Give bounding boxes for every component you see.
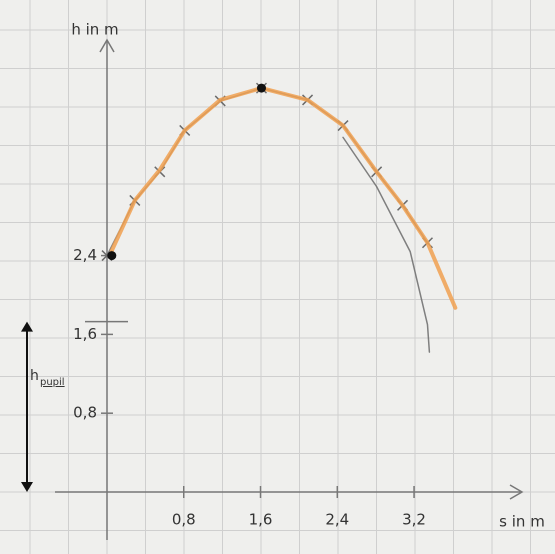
dot-marker [107, 251, 117, 261]
y-tick-label: 2,4 [73, 246, 97, 264]
y-axis-arrow [99, 38, 115, 53]
x-axis-arrow [509, 484, 524, 500]
x-axis-label: s in m [499, 513, 545, 531]
curve [342, 136, 431, 353]
y-tick-label: 1,6 [73, 325, 97, 343]
annotation-subscript: pupil [40, 377, 65, 388]
x-tick-label: 2,4 [325, 511, 349, 529]
x-tick-label: 3,2 [402, 511, 426, 529]
annotation-text: h [30, 368, 39, 384]
y-axis-label: h in m [71, 21, 118, 39]
dot-marker [256, 83, 266, 93]
curve [109, 86, 458, 310]
x-tick-label: 0,8 [172, 511, 196, 529]
x-tick-label: 1,6 [249, 511, 273, 529]
y-tick-label: 0,8 [73, 404, 97, 422]
